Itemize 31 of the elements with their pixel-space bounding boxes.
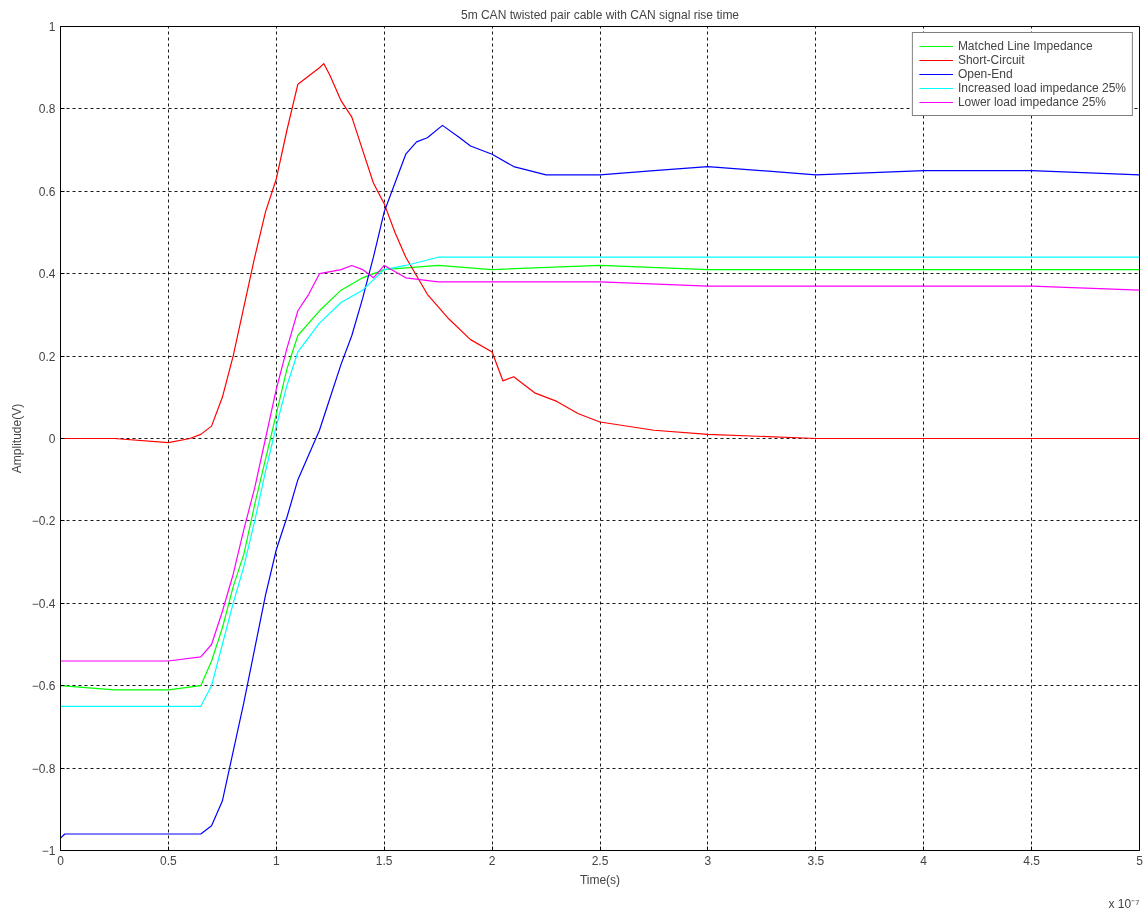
legend-label: Open-End — [957, 67, 1013, 81]
x-tick-label: 1.5 — [375, 853, 393, 868]
y-tick-label: 0 — [48, 432, 56, 446]
legend-label: Matched Line Impedance — [957, 39, 1093, 53]
chart-title: 5m CAN twisted pair cable with CAN signal rise time — [460, 7, 740, 22]
y-tick-label: 0.8 — [38, 102, 56, 117]
y-tick-label: 0.2 — [38, 349, 56, 364]
y-tick-label: −0.2 — [31, 514, 56, 529]
x-tick-label: 1 — [272, 853, 280, 868]
legend-label: Short-Circuit — [957, 53, 1025, 67]
y-tick-label: 0.6 — [38, 184, 56, 199]
y-tick-label: 0.4 — [38, 267, 56, 282]
x-tick-label: 4 — [920, 853, 928, 868]
y-tick-label: −1 — [41, 844, 56, 858]
x-axis-title: Time(s) — [579, 872, 621, 887]
text: x 10⁻⁷ — [1108, 896, 1140, 911]
x-tick-label: 5 — [1136, 853, 1144, 868]
legend-label: Increased load impedance 25% — [957, 81, 1126, 95]
y-axis-title: Amplitude(V) — [9, 403, 24, 474]
y-tick-label: −0.8 — [31, 761, 56, 776]
x-tick-label: 3 — [704, 853, 712, 868]
x-tick-label: 4.5 — [1023, 853, 1041, 868]
x-tick-label: 3.5 — [807, 853, 825, 868]
line-series — [60, 124, 1140, 839]
y-tick-label: −0.4 — [31, 596, 56, 611]
x-tick-label: 2 — [488, 853, 496, 868]
x-tick-label: 0.5 — [160, 853, 178, 868]
y-tick-label: 1 — [48, 20, 56, 34]
x-tick-label: 2.5 — [591, 853, 609, 868]
y-tick-label: −0.6 — [31, 679, 56, 694]
legend-label: Lower load impedance 25% — [957, 95, 1106, 109]
